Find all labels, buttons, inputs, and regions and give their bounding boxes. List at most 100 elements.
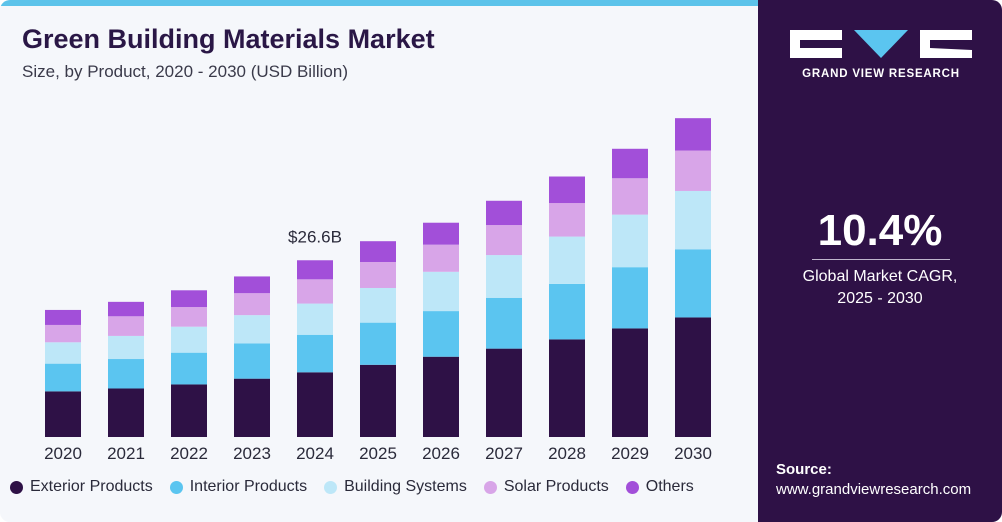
bar-segment-solar-products-2023 — [234, 293, 270, 316]
legend-dot-others — [625, 480, 639, 494]
bar-segment-interior-products-2021 — [108, 359, 144, 389]
bar-segment-building-systems-2027 — [486, 255, 522, 298]
x-tick-label-2029: 2029 — [611, 444, 649, 463]
bar-segment-others-2028 — [549, 176, 585, 204]
bar-segment-solar-products-2025 — [360, 261, 396, 288]
bar-segment-exterior-products-2027 — [486, 348, 522, 437]
bar-segment-others-2027 — [486, 200, 522, 226]
bar-segment-building-systems-2021 — [108, 335, 144, 360]
bar-segment-exterior-products-2026 — [423, 356, 459, 437]
bar-segment-solar-products-2022 — [171, 307, 207, 327]
legend-label-solar: Solar Products — [503, 478, 609, 495]
bar-segment-others-2030 — [675, 118, 711, 151]
legend-label-interior: Interior Products — [189, 478, 308, 495]
logo-wordmark: GRAND VIEW RESEARCH — [802, 68, 960, 80]
bar-segment-solar-products-2026 — [423, 244, 459, 272]
bar-segment-building-systems-2020 — [45, 342, 81, 364]
bar-group — [45, 118, 711, 437]
x-tick-label-2027: 2027 — [485, 444, 523, 463]
legend-label-others: Others — [645, 478, 694, 495]
bar-segment-others-2025 — [360, 241, 396, 262]
chart-legend: Exterior Products Interior Products Buil… — [10, 478, 711, 496]
bar-segment-others-2026 — [423, 222, 459, 245]
cagr-label-line2: 2025 - 2030 — [837, 290, 923, 307]
source-note: Source: www.grandviewresearch.com — [776, 460, 971, 500]
chart-title: Green Building Materials Market — [22, 24, 435, 54]
bar-segment-building-systems-2023 — [234, 315, 270, 344]
cagr-label: Global Market CAGR, 2025 - 2030 — [758, 266, 1002, 310]
bar-segment-exterior-products-2023 — [234, 378, 270, 437]
cagr-label-line1: Global Market CAGR, — [802, 268, 958, 285]
bar-segment-interior-products-2020 — [45, 363, 81, 392]
bar-segment-solar-products-2030 — [675, 150, 711, 191]
source-url: www.grandviewresearch.com — [776, 481, 972, 498]
x-tick-label-2023: 2023 — [233, 444, 271, 463]
bar-segment-solar-products-2027 — [486, 225, 522, 256]
bar-segment-interior-products-2029 — [612, 267, 648, 329]
x-axis-labels: 2020 2021 2022 2023 2024 2025 2026 2027 2028 2029… — [44, 444, 712, 463]
x-tick-label-2024: 2024 — [296, 444, 334, 463]
bar-segment-building-systems-2030 — [675, 190, 711, 250]
bar-segment-exterior-products-2022 — [171, 384, 207, 437]
bar-segment-others-2023 — [234, 276, 270, 294]
bar-segment-exterior-products-2030 — [675, 317, 711, 437]
legend-item-interior: Interior Products — [169, 478, 308, 496]
bar-segment-building-systems-2026 — [423, 271, 459, 312]
legend-label-exterior: Exterior Products — [30, 478, 153, 495]
cagr-value: 10.4% — [817, 206, 943, 255]
highlight-value-label: $26.6B — [288, 227, 342, 246]
bar-segment-exterior-products-2028 — [549, 339, 585, 437]
bar-segment-interior-products-2030 — [675, 249, 711, 318]
bar-segment-interior-products-2024 — [297, 334, 333, 373]
legend-item-solar: Solar Products — [483, 478, 609, 496]
bar-segment-exterior-products-2024 — [297, 372, 333, 437]
top-accent-bar — [0, 0, 758, 6]
bar-segment-exterior-products-2025 — [360, 364, 396, 437]
bar-segment-building-systems-2025 — [360, 287, 396, 323]
legend-dot-solar — [483, 480, 497, 494]
info-sidebar: GRAND VIEW RESEARCH 10.4% Global Market … — [758, 0, 1002, 522]
bar-segment-solar-products-2021 — [108, 316, 144, 336]
bar-segment-others-2024 — [297, 260, 333, 280]
x-tick-label-2030: 2030 — [674, 444, 712, 463]
bar-segment-exterior-products-2029 — [612, 328, 648, 437]
bar-segment-solar-products-2024 — [297, 279, 333, 304]
bar-segment-solar-products-2029 — [612, 178, 648, 215]
bar-segment-building-systems-2029 — [612, 214, 648, 268]
legend-item-building: Building Systems — [324, 478, 467, 496]
x-tick-label-2026: 2026 — [422, 444, 460, 463]
bar-segment-others-2022 — [171, 290, 207, 308]
bar-segment-interior-products-2027 — [486, 297, 522, 349]
bar-segment-exterior-products-2021 — [108, 388, 144, 437]
bar-segment-interior-products-2026 — [423, 311, 459, 357]
cagr-divider — [812, 259, 950, 260]
bar-segment-others-2029 — [612, 148, 648, 179]
bar-segment-interior-products-2025 — [360, 322, 396, 365]
x-tick-label-2025: 2025 — [359, 444, 397, 463]
bar-segment-interior-products-2028 — [549, 283, 585, 340]
legend-item-exterior: Exterior Products — [10, 478, 153, 496]
bar-segment-building-systems-2024 — [297, 303, 333, 335]
x-tick-label-2021: 2021 — [107, 444, 145, 463]
legend-item-others: Others — [625, 478, 694, 496]
legend-label-building: Building Systems — [344, 478, 467, 495]
x-tick-label-2028: 2028 — [548, 444, 586, 463]
bar-segment-building-systems-2022 — [171, 326, 207, 353]
legend-dot-interior — [169, 480, 183, 494]
stacked-bar-chart: 2020 2021 2022 2023 2024 2025 2026 2027 2028 2029… — [44, 118, 712, 463]
x-tick-label-2022: 2022 — [170, 444, 208, 463]
chart-subtitle: Size, by Product, 2020 - 2030 (USD Billi… — [22, 62, 348, 81]
source-label: Source: — [776, 461, 832, 478]
bar-segment-others-2021 — [108, 301, 144, 317]
x-tick-label-2020: 2020 — [44, 444, 82, 463]
grand-view-research-logo — [790, 30, 972, 58]
bar-segment-building-systems-2028 — [549, 236, 585, 284]
legend-dot-exterior — [10, 480, 23, 494]
bar-segment-others-2020 — [45, 309, 81, 325]
legend-dot-building — [324, 480, 338, 494]
bar-segment-exterior-products-2020 — [45, 391, 81, 437]
chart-panel: Green Building Materials Market Size, by… — [0, 0, 758, 496]
bar-segment-solar-products-2020 — [45, 324, 81, 343]
bar-segment-interior-products-2023 — [234, 343, 270, 379]
